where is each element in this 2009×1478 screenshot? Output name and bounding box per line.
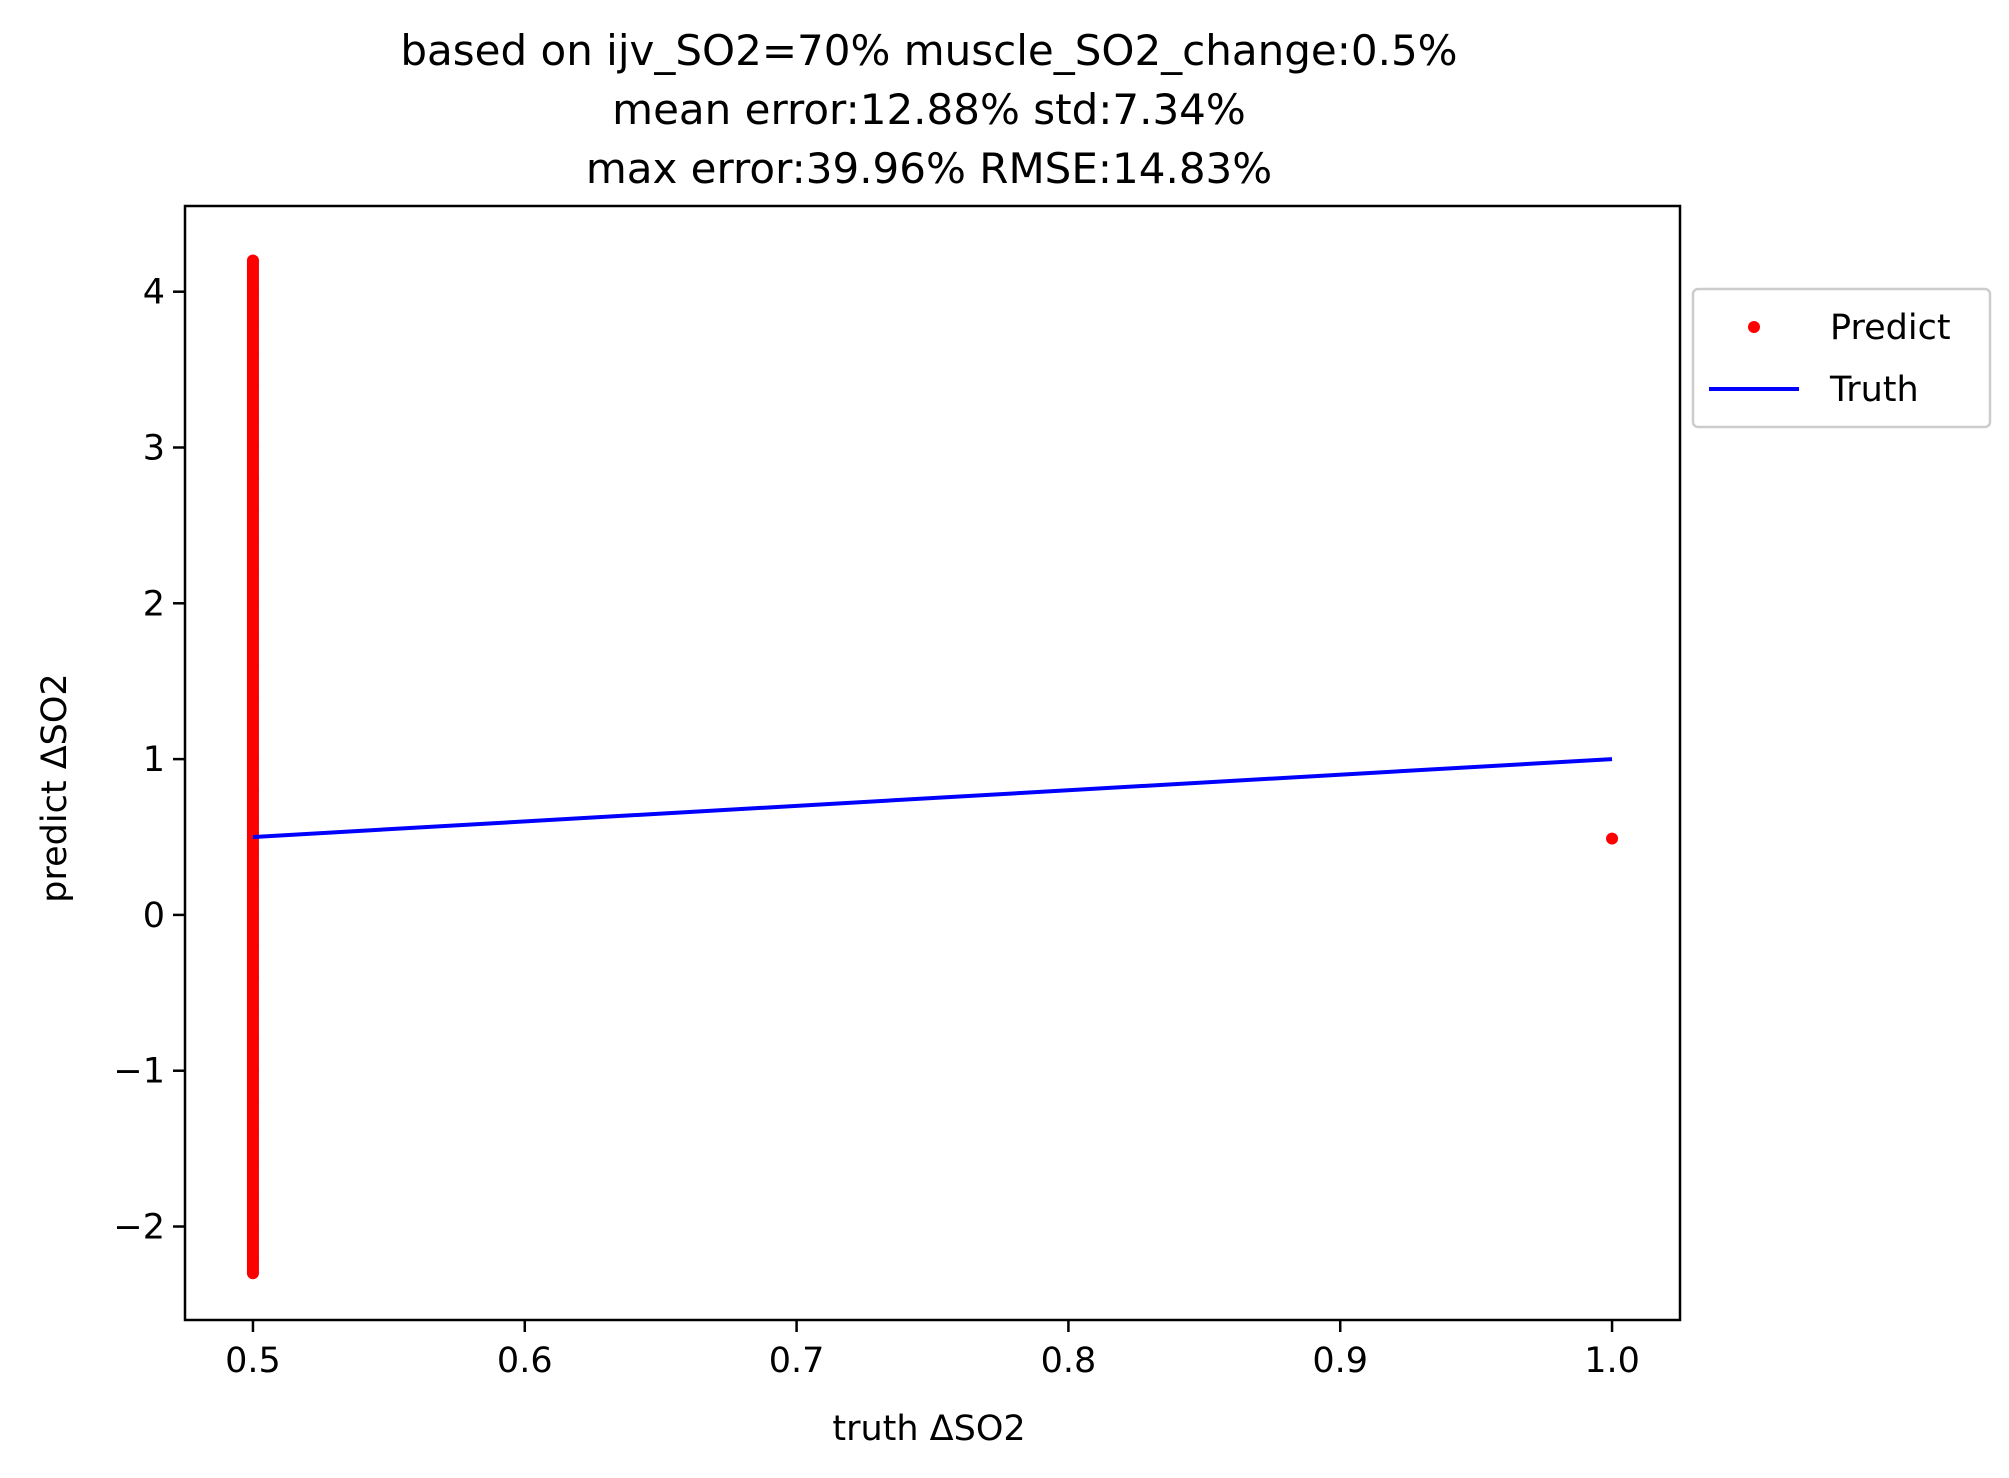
data-point-predict xyxy=(246,659,259,672)
data-point-predict xyxy=(246,285,259,298)
data-point-predict xyxy=(246,410,259,423)
legend-marker-predict xyxy=(1748,321,1760,333)
y-tick-label: −2 xyxy=(113,1208,165,1248)
chart-title-line-3: max error:39.96% RMSE:14.83% xyxy=(586,144,1272,193)
x-axis-ticks: 0.5 0.6 0.7 0.8 0.9 1.0 xyxy=(225,1320,1640,1381)
chart-title: based on ijv_SO2=70% muscle_SO2_change:0… xyxy=(400,26,1457,193)
data-point-predict xyxy=(246,503,259,516)
chart-title-line-2: mean error:12.88% std:7.34% xyxy=(612,85,1246,134)
data-point-predict xyxy=(246,254,259,267)
y-tick-label: 4 xyxy=(143,273,165,313)
data-point-predict xyxy=(246,1095,259,1108)
data-point-predict xyxy=(246,1158,259,1171)
data-point-predict xyxy=(246,316,259,329)
x-tick-label: 0.8 xyxy=(1041,1341,1097,1381)
data-point-predict xyxy=(246,1033,259,1046)
series-line-truth xyxy=(252,757,1613,840)
data-point-predict xyxy=(246,1220,259,1233)
data-point-predict xyxy=(246,597,259,610)
y-tick-label: −1 xyxy=(113,1052,165,1092)
x-tick-label: 0.7 xyxy=(769,1341,825,1381)
data-point-predict xyxy=(246,379,259,392)
y-tick-label: 0 xyxy=(143,896,165,936)
data-point-predict xyxy=(246,1127,259,1140)
data-point-predict xyxy=(246,846,259,859)
data-point-predict xyxy=(246,721,259,734)
data-point-predict xyxy=(246,815,259,828)
data-point-predict xyxy=(246,472,259,485)
data-point-predict xyxy=(246,534,259,547)
x-tick-label: 0.5 xyxy=(225,1341,281,1381)
legend: Predict Truth xyxy=(1691,287,1992,429)
x-tick-label: 1.0 xyxy=(1584,1341,1640,1381)
x-tick-label: 0.9 xyxy=(1312,1341,1368,1381)
data-point-predict xyxy=(246,784,259,797)
legend-label-predict: Predict xyxy=(1830,308,1951,348)
data-point-predict xyxy=(246,971,259,984)
data-point-predict xyxy=(246,940,259,953)
chart-title-line-1: based on ijv_SO2=70% muscle_SO2_change:0… xyxy=(400,26,1457,75)
x-tick-label: 0.6 xyxy=(497,1341,553,1381)
data-point-predict xyxy=(246,566,259,579)
data-point-predict xyxy=(246,877,259,890)
data-point-predict xyxy=(246,1064,259,1077)
data-point-predict xyxy=(246,753,259,766)
x-axis-label: truth ΔSO2 xyxy=(832,1409,1025,1449)
data-point-predict xyxy=(1606,832,1619,845)
y-tick-label: 2 xyxy=(143,584,165,624)
data-point-predict xyxy=(246,1002,259,1015)
plot-area xyxy=(183,204,1682,1322)
data-point-predict xyxy=(246,1251,259,1264)
y-axis-ticks: −2 −1 0 1 2 3 4 xyxy=(113,273,185,1248)
y-axis-label: predict ΔSO2 xyxy=(35,673,75,902)
data-point-predict xyxy=(246,690,259,703)
y-tick-label: 3 xyxy=(143,428,165,468)
y-tick-label: 1 xyxy=(143,740,165,780)
data-point-predict xyxy=(246,348,259,361)
legend-label-truth: Truth xyxy=(1829,370,1919,410)
data-point-predict xyxy=(246,1189,259,1202)
data-point-predict xyxy=(246,1267,259,1280)
plot-frame xyxy=(183,204,1682,1322)
data-point-predict xyxy=(246,441,259,454)
legend-frame xyxy=(1691,287,1992,429)
data-point-predict xyxy=(246,908,259,921)
data-point-predict xyxy=(246,628,259,641)
